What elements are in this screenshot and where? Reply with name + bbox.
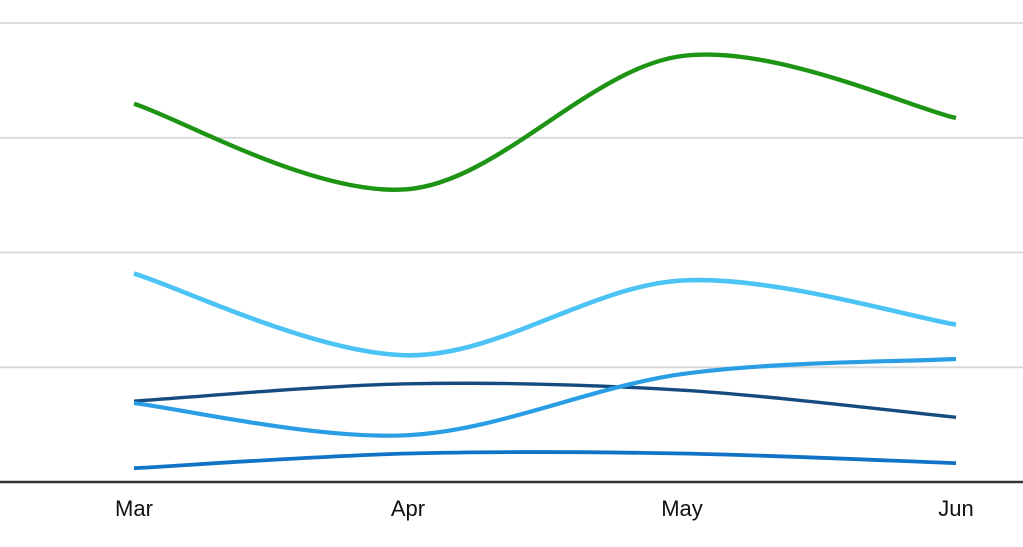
series-line-strong-blue: [133, 450, 957, 471]
series-line-green: [133, 52, 957, 192]
series-line-sky-blue: [133, 271, 957, 358]
series-line-medium-blue: [133, 356, 957, 438]
series-line-dark-navy: [133, 381, 957, 419]
